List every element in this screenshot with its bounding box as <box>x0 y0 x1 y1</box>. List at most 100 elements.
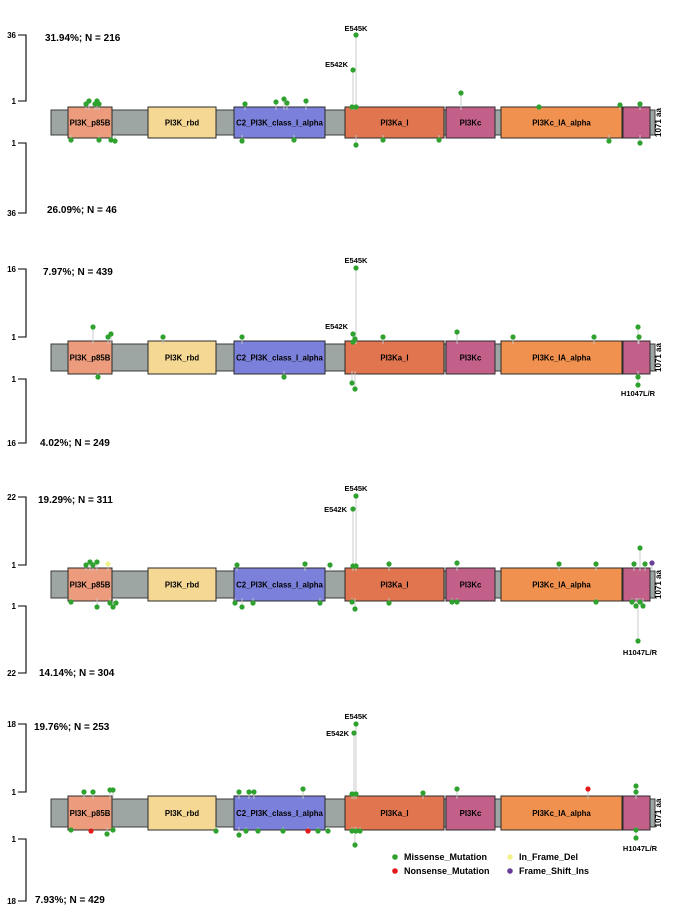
domain-box <box>500 567 623 602</box>
legend-label: Missense_Mutation <box>404 852 487 862</box>
lollipop-dot <box>281 374 287 380</box>
domain-box <box>147 340 217 375</box>
lollipop-dot <box>305 828 311 834</box>
domain-label: PI3Kc_IA_alpha <box>532 119 591 128</box>
domain-box <box>445 340 496 375</box>
legend-label: Nonsense_Mutation <box>404 866 490 876</box>
lollipop-dot <box>386 561 392 567</box>
lollipop-dot <box>110 827 116 833</box>
lollipop-dot <box>108 331 114 337</box>
lollipop-dot <box>357 828 363 834</box>
lollipop-dot <box>234 562 240 568</box>
lollipop-dot <box>317 600 323 606</box>
lollipop-dot <box>454 786 460 792</box>
domain-box <box>500 106 623 139</box>
domain-label: PI3K_p85B <box>70 354 111 363</box>
lollipop-dot <box>251 789 257 795</box>
lollipop-dot <box>353 265 359 271</box>
domain-label: PI3Ka_I <box>380 354 408 363</box>
lollipop-dot <box>585 786 591 792</box>
domain-box <box>622 340 651 375</box>
lollipop-dot <box>617 102 623 108</box>
domain-box <box>147 795 217 831</box>
lollipop-dot <box>380 137 386 143</box>
lollipop-dot <box>94 604 100 610</box>
domain-box <box>622 106 651 139</box>
hotspot-annotation-label: E545K <box>345 712 369 721</box>
domain-box <box>344 106 445 139</box>
domain-label: PI3Kc <box>460 581 482 590</box>
lollipop-dot <box>352 606 358 612</box>
lollipop-dot <box>642 561 648 567</box>
lollipop-dot <box>454 560 460 566</box>
bottom-axis-min-label: 1 <box>12 835 17 844</box>
panel-2: 16 1 7.97%; N = 439 1 16 4.02%; N = 249 PI3K_p… <box>7 256 663 449</box>
domain-label: PI3Kc_IA_alpha <box>532 354 591 363</box>
lollipop-dot <box>350 506 356 512</box>
protein-length-label: 1071 aa <box>654 569 663 598</box>
lollipop-dot <box>90 789 96 795</box>
lollipop-dot <box>232 600 238 606</box>
domain-box <box>67 795 113 831</box>
bottom-cohort-stat-label: 26.09%; N = 46 <box>47 205 117 216</box>
domain-label: C2_PI3K_class_I_alpha <box>236 354 323 363</box>
lollipop-dot <box>68 137 74 143</box>
hotspot-annotation-label: E545K <box>345 256 369 265</box>
domain-label: PI3Ka_I <box>380 119 408 128</box>
top-axis-min-label: 1 <box>12 788 17 797</box>
hotspot-annotation-label: E542K <box>325 322 349 331</box>
lollipop-dot <box>635 382 641 388</box>
protein-length-label: 1071 aa <box>654 107 663 136</box>
domain-label: C2_PI3K_class_I_alpha <box>236 581 323 590</box>
lollipop-dot <box>633 603 639 609</box>
domain-label: PI3Kc <box>460 119 482 128</box>
domain-label: PI3K_rbd <box>165 809 199 818</box>
top-axis-max-label: 36 <box>7 31 16 40</box>
top-axis-max-label: 22 <box>7 493 16 502</box>
lollipop-dot <box>113 600 119 606</box>
lollipop-dot <box>239 334 245 340</box>
lollipop-dot <box>637 545 643 551</box>
lollipop-dot <box>352 386 358 392</box>
lollipop-dot <box>86 98 92 104</box>
lollipop-dot <box>281 96 287 102</box>
domain-box <box>445 795 496 831</box>
lollipop-dot <box>593 561 599 567</box>
lollipop-dot <box>300 786 306 792</box>
bottom-axis-bracket <box>18 605 27 674</box>
domain-label: PI3K_p85B <box>70 809 111 818</box>
domain-label: PI3Ka_I <box>380 809 408 818</box>
lollipop-dot <box>633 835 639 841</box>
hotspot-annotation-label: H1047L/R <box>623 648 658 657</box>
domain-box <box>622 795 651 831</box>
lollipop-dot <box>637 599 643 605</box>
domain-box <box>445 567 496 602</box>
lollipop-dot <box>315 828 321 834</box>
lollipop-dot <box>353 32 359 38</box>
domain-label: C2_PI3K_class_I_alpha <box>236 119 323 128</box>
domain-box <box>233 567 326 602</box>
lollipop-dot <box>629 599 635 605</box>
lollipop-dot <box>635 638 641 644</box>
bottom-axis-bracket <box>18 838 27 902</box>
lollipop-dot <box>380 334 386 340</box>
domain-box <box>233 340 326 375</box>
top-axis-min-label: 1 <box>12 97 17 106</box>
top-cohort-stat-label: 7.97%; N = 439 <box>43 267 113 278</box>
bottom-axis-min-label: 1 <box>12 602 17 611</box>
lollipop-dot <box>349 104 355 110</box>
top-axis-max-label: 16 <box>7 265 16 274</box>
hotspot-annotation-label: E542K <box>325 60 349 69</box>
top-cohort-stat-label: 19.76%; N = 253 <box>34 722 110 733</box>
lollipop-dot <box>108 137 114 143</box>
top-axis-bracket <box>18 268 27 338</box>
bottom-axis-max-label: 36 <box>7 209 16 218</box>
top-axis-min-label: 1 <box>12 561 17 570</box>
top-axis-bracket <box>18 723 27 793</box>
lollipop-dot <box>349 599 355 605</box>
lollipop-dot <box>353 791 359 797</box>
lollipop-dot <box>236 832 242 838</box>
hotspot-annotation-label: E545K <box>345 484 369 493</box>
panel-4: 18 1 19.76%; N = 253 1 18 7.93%; N = 429 PI3K_… <box>7 712 663 906</box>
